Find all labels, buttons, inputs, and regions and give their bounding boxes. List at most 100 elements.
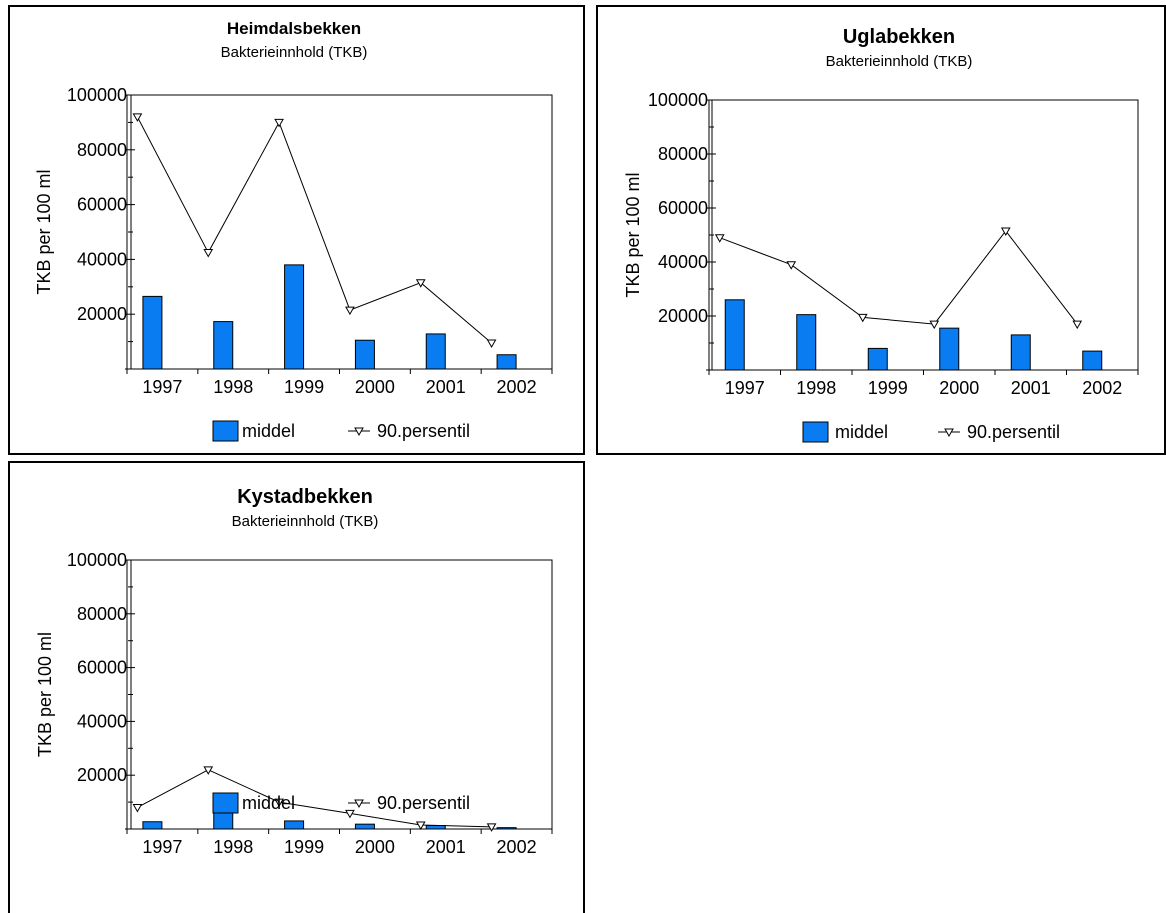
y-axis-label: TKB per 100 ml bbox=[34, 169, 54, 294]
legend-label-middel: middel bbox=[242, 421, 295, 441]
y-tick-label: 40000 bbox=[77, 711, 127, 731]
bar-middel bbox=[284, 264, 305, 370]
y-tick-label: 100000 bbox=[648, 90, 708, 110]
y-axis-label: TKB per 100 ml bbox=[35, 632, 55, 757]
legend-marker-90-persentil bbox=[944, 428, 954, 438]
x-tick-label: 1999 bbox=[868, 378, 908, 398]
marker-90-persentil bbox=[415, 279, 426, 288]
line-90-persentil bbox=[719, 230, 1078, 325]
chart-panel-uglabekken: Uglabekken Bakterieinnhold (TKB) 20000 4000… bbox=[596, 5, 1166, 455]
line-90-persentil bbox=[137, 769, 492, 828]
y-tick-label: 80000 bbox=[658, 144, 708, 164]
x-tick-label: 2000 bbox=[355, 837, 395, 857]
plot-frame bbox=[126, 94, 553, 370]
y-tick-label: 40000 bbox=[658, 252, 708, 272]
x-tick-label: 1998 bbox=[213, 377, 253, 397]
bar-middel bbox=[1010, 334, 1031, 371]
marker-90-persentil bbox=[132, 113, 143, 122]
y-tick-label: 20000 bbox=[658, 306, 708, 326]
chart-svg: Kystadbekken Bakterieinnhold (TKB) 20000 40… bbox=[35, 486, 553, 857]
y-axis-label: TKB per 100 ml bbox=[623, 172, 643, 297]
bar-middel bbox=[354, 339, 375, 370]
legend-label-90-persentil: 90.persentil bbox=[377, 421, 470, 441]
legend-marker-90-persentil bbox=[354, 799, 364, 809]
x-tick-label: 1999 bbox=[284, 377, 324, 397]
chart-title: Kystadbekken bbox=[237, 486, 373, 508]
legend-swatch-middel bbox=[212, 420, 239, 442]
bar-middel bbox=[425, 333, 446, 370]
y-tick-label: 60000 bbox=[77, 658, 127, 678]
bar-middel bbox=[284, 820, 305, 830]
x-tick-label: 1997 bbox=[725, 378, 765, 398]
bar-middel bbox=[354, 823, 375, 830]
y-tick-label: 60000 bbox=[77, 195, 127, 215]
marker-90-persentil bbox=[1000, 227, 1011, 236]
marker-90-persentil bbox=[274, 118, 284, 128]
chart-panel-kystadbekken: Kystadbekken Bakterieinnhold (TKB) 20000 40… bbox=[8, 461, 585, 913]
y-tick-label: 80000 bbox=[77, 140, 127, 160]
x-tick-label: 1997 bbox=[142, 377, 182, 397]
x-tick-label: 2000 bbox=[355, 377, 395, 397]
marker-90-persentil bbox=[345, 306, 355, 316]
bar-middel bbox=[142, 295, 163, 370]
marker-90-persentil bbox=[203, 766, 214, 775]
x-tick-label: 1999 bbox=[284, 837, 324, 857]
x-tick-label: 1997 bbox=[142, 837, 182, 857]
marker-90-persentil bbox=[857, 313, 868, 323]
plot-frame bbox=[126, 559, 553, 830]
bar-middel bbox=[142, 821, 163, 830]
bar-middel bbox=[724, 299, 745, 371]
y-tick-label: 100000 bbox=[67, 85, 127, 105]
marker-90-persentil bbox=[1072, 320, 1083, 330]
x-tick-label: 1998 bbox=[213, 837, 253, 857]
marker-90-persentil bbox=[929, 320, 940, 330]
x-tick-label: 2001 bbox=[426, 377, 466, 397]
chart-subtitle: Bakterieinnhold (TKB) bbox=[232, 513, 379, 530]
chart-subtitle: Bakterieinnhold (TKB) bbox=[826, 53, 973, 70]
marker-90-persentil bbox=[486, 339, 497, 348]
marker-90-persentil bbox=[415, 821, 426, 830]
x-tick-label: 2000 bbox=[939, 378, 979, 398]
legend-label-middel: middel bbox=[835, 422, 888, 442]
line-90-persentil bbox=[136, 116, 492, 344]
marker-90-persentil bbox=[786, 261, 797, 270]
bar-middel bbox=[496, 827, 517, 830]
legend-marker-90-persentil bbox=[354, 427, 364, 437]
x-tick-label: 2002 bbox=[497, 837, 537, 857]
chart-title: Heimdalsbekken bbox=[227, 19, 361, 38]
y-tick-label: 80000 bbox=[77, 604, 127, 624]
x-tick-label: 2001 bbox=[1011, 378, 1051, 398]
bar-middel bbox=[867, 347, 888, 371]
y-tick-label: 40000 bbox=[77, 249, 127, 269]
bar-middel bbox=[496, 354, 517, 370]
x-tick-label: 2002 bbox=[497, 377, 537, 397]
x-tick-label: 1998 bbox=[796, 378, 836, 398]
x-tick-label: 2001 bbox=[426, 837, 466, 857]
y-tick-label: 100000 bbox=[67, 550, 127, 570]
bar-middel bbox=[939, 327, 960, 371]
marker-90-persentil bbox=[203, 249, 214, 258]
y-tick-label: 20000 bbox=[77, 304, 127, 324]
marker-90-persentil bbox=[274, 798, 284, 808]
chart-title: Uglabekken bbox=[843, 26, 955, 48]
bar-middel bbox=[1082, 350, 1103, 371]
marker-90-persentil bbox=[345, 809, 355, 819]
plot-frame bbox=[708, 99, 1139, 371]
marker-90-persentil bbox=[714, 234, 725, 243]
chart-panel-heimdalsbekken: Heimdalsbekken Bakterieinnhold (TKB) 20000… bbox=[8, 5, 585, 455]
legend-swatch-middel bbox=[802, 421, 829, 443]
legend-swatch-middel bbox=[212, 792, 239, 814]
chart-svg: Heimdalsbekken Bakterieinnhold (TKB) 20000… bbox=[34, 19, 553, 442]
legend-label-middel: middel bbox=[242, 793, 295, 813]
bar-middel bbox=[796, 314, 817, 371]
y-tick-label: 20000 bbox=[77, 765, 127, 785]
marker-90-persentil bbox=[132, 803, 143, 813]
legend-label-90-persentil: 90.persentil bbox=[967, 422, 1060, 442]
y-tick-label: 60000 bbox=[658, 198, 708, 218]
chart-subtitle: Bakterieinnhold (TKB) bbox=[221, 44, 368, 61]
chart-svg: Uglabekken Bakterieinnhold (TKB) 20000 4000… bbox=[623, 26, 1139, 443]
legend-label-90-persentil: 90.persentil bbox=[377, 793, 470, 813]
bar-middel bbox=[213, 321, 234, 370]
marker-90-persentil bbox=[486, 823, 497, 832]
x-tick-label: 2002 bbox=[1082, 378, 1122, 398]
